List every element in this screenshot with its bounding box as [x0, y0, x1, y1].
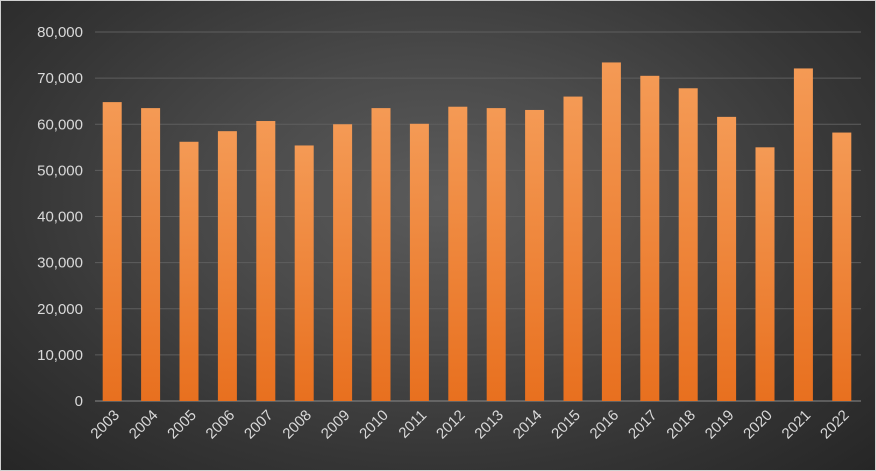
- bar: [717, 116, 737, 402]
- gridlines: [95, 31, 861, 402]
- bar: [217, 131, 237, 401]
- bar: [333, 124, 353, 401]
- y-tick-label: 40,000: [37, 209, 83, 226]
- y-tick-label: 50,000: [37, 162, 83, 179]
- bar: [409, 123, 429, 401]
- x-tick-label: 2004: [126, 407, 162, 443]
- y-tick-label: 20,000: [37, 301, 83, 318]
- y-tick-label: 30,000: [37, 255, 83, 272]
- y-tick-label: 0: [75, 393, 83, 410]
- x-tick-label: 2008: [279, 407, 315, 443]
- x-tick-label: 2019: [702, 407, 738, 443]
- y-axis-tick-labels: 0 10,000 20,000 30,000 40,000 50,000 60,000 70,…: [37, 24, 83, 410]
- x-tick-label: 2015: [548, 407, 584, 443]
- x-tick-label: 2006: [203, 407, 239, 443]
- bar: [563, 96, 583, 401]
- bar: [525, 109, 545, 402]
- bar: [640, 75, 660, 401]
- bar: [678, 88, 698, 402]
- y-tick-label: 60,000: [37, 116, 83, 133]
- bar: [256, 121, 276, 402]
- y-tick-label: 10,000: [37, 347, 83, 364]
- bar: [294, 145, 314, 401]
- x-tick-label: 2003: [87, 407, 123, 443]
- x-tick-label: 2005: [164, 407, 200, 443]
- x-tick-label: 2012: [433, 407, 469, 443]
- bar: [486, 108, 506, 401]
- x-tick-label: 2013: [471, 407, 507, 443]
- bar: [371, 108, 391, 401]
- x-tick-label: 2018: [663, 407, 699, 443]
- x-tick-label: 2022: [817, 407, 853, 443]
- bar: [601, 62, 621, 401]
- y-tick-label: 80,000: [37, 24, 83, 41]
- x-tick-label: 2020: [740, 407, 776, 443]
- x-tick-label: 2014: [510, 407, 546, 443]
- x-tick-label: 2017: [625, 407, 661, 443]
- bar: [179, 141, 199, 401]
- x-tick-label: 2010: [356, 407, 392, 443]
- x-tick-label: 2007: [241, 407, 277, 443]
- x-tick-label: 2009: [318, 407, 354, 443]
- bar: [832, 132, 852, 402]
- bar: [793, 68, 813, 401]
- x-tick-label: 2011: [395, 407, 430, 442]
- x-tick-label: 2021: [779, 407, 815, 443]
- bar: [141, 108, 161, 401]
- x-axis-tick-labels: 2003 2004 2005 2006 2007 2008 2009 2010 2011 2012…: [87, 407, 852, 443]
- bars: [102, 62, 852, 402]
- x-tick-label: 2016: [587, 407, 623, 443]
- y-tick-label: 70,000: [37, 70, 83, 87]
- bar: [102, 102, 122, 402]
- bar: [448, 106, 468, 401]
- bar: [755, 147, 775, 401]
